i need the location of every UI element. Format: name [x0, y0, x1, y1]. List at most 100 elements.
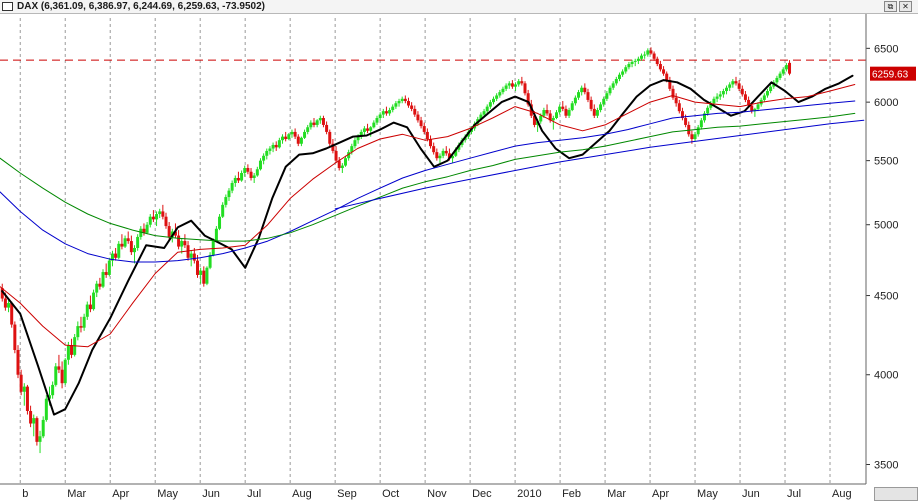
candle-body	[303, 131, 307, 138]
candle	[120, 234, 124, 250]
candle	[573, 95, 577, 106]
candle	[514, 82, 518, 92]
candle	[419, 116, 423, 129]
candle-body	[507, 83, 511, 86]
candle	[268, 146, 272, 155]
candle	[265, 148, 269, 160]
candle	[41, 416, 45, 439]
candle-body	[180, 241, 184, 247]
candle-body	[514, 84, 518, 87]
candle-body	[416, 114, 420, 121]
candle	[728, 82, 732, 92]
candle-body	[580, 87, 584, 93]
candle	[38, 430, 42, 454]
candle-body	[325, 124, 329, 132]
x-tick-label: Mar	[607, 488, 626, 500]
candle	[731, 79, 735, 88]
candle	[29, 405, 33, 428]
candle-body	[394, 103, 398, 107]
candle-body	[126, 238, 130, 242]
candle-body	[246, 168, 250, 172]
candle	[211, 238, 215, 257]
candle	[359, 129, 363, 139]
candle	[51, 381, 55, 399]
candle	[608, 85, 612, 96]
candle-body	[309, 122, 313, 128]
candle-body	[177, 235, 181, 247]
candle	[180, 238, 184, 254]
candle-body	[337, 160, 341, 169]
candle-body	[413, 108, 417, 115]
candle-body	[784, 65, 788, 70]
candle-body	[769, 86, 773, 92]
candle-body	[451, 155, 455, 159]
candle	[107, 257, 111, 277]
y-tick-label: 4000	[874, 370, 898, 382]
candle	[236, 171, 240, 184]
candle-body	[693, 134, 697, 139]
restore-button[interactable]: ⧉	[884, 1, 897, 12]
candle	[151, 210, 155, 223]
candle	[492, 96, 496, 105]
candle	[60, 361, 64, 389]
candle	[381, 108, 385, 119]
candle-body	[110, 253, 114, 261]
horizontal-scrollbar[interactable]	[874, 487, 918, 501]
candle	[123, 235, 127, 248]
candle-body	[186, 245, 190, 258]
candle	[558, 104, 562, 115]
candle	[13, 321, 17, 354]
candle-body	[218, 216, 222, 229]
candle-body	[665, 73, 669, 81]
candle-body	[388, 110, 392, 114]
x-tick-label: May	[697, 488, 718, 500]
candle	[788, 60, 792, 76]
candle	[567, 107, 571, 119]
candle	[444, 146, 448, 156]
candle	[274, 141, 278, 151]
candle-body	[381, 111, 385, 115]
x-tick-label: Jun	[742, 488, 760, 500]
candle-body	[281, 136, 285, 141]
candle-body	[66, 345, 70, 360]
candle	[488, 99, 492, 109]
candle	[753, 107, 757, 117]
candle	[765, 88, 769, 98]
candle-body	[457, 144, 461, 150]
candle-body	[403, 98, 407, 102]
candle-body	[227, 190, 231, 198]
candle	[148, 214, 152, 228]
candle	[258, 158, 262, 171]
candle	[369, 126, 373, 137]
x-tick-label: b	[22, 488, 28, 500]
candle-body	[435, 152, 439, 159]
candle	[164, 212, 168, 229]
candle-body	[243, 168, 247, 173]
candle-body	[677, 103, 681, 112]
candle	[281, 134, 285, 144]
x-tick-label: Aug	[832, 488, 852, 500]
candle	[243, 165, 247, 177]
candle	[277, 137, 281, 149]
candle-body	[0, 288, 4, 299]
candle	[680, 107, 684, 121]
candle	[636, 56, 640, 65]
candle-body	[306, 127, 310, 132]
candle-body	[397, 101, 401, 104]
candle-body	[299, 137, 303, 144]
candle-body	[762, 95, 766, 100]
candle	[214, 226, 218, 243]
candle-body	[362, 128, 366, 132]
price-chart[interactable]: 3500 4000 4500 5000 5500 6000 6500 b Mar Apr May J…	[0, 14, 918, 503]
candle	[413, 105, 417, 117]
y-axis: 3500 4000 4500 5000 5500 6000 6500	[865, 14, 898, 484]
candle	[677, 99, 681, 114]
close-button[interactable]: ✕	[899, 1, 912, 12]
candle-body	[167, 226, 171, 237]
candle-body	[406, 101, 410, 106]
candle-body	[19, 374, 23, 392]
candle-body	[258, 160, 262, 170]
y-tick-label: 3500	[874, 460, 898, 472]
candle-body	[3, 298, 7, 308]
candle	[655, 56, 659, 67]
